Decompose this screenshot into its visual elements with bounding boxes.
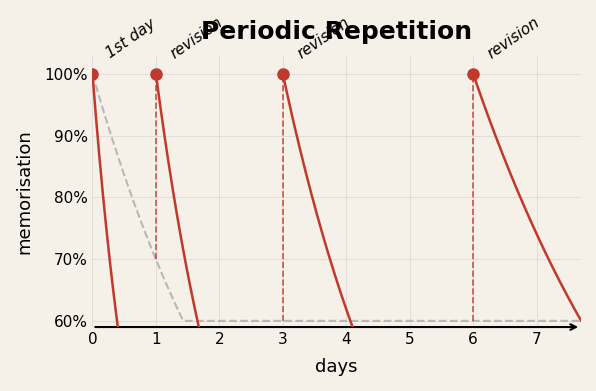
X-axis label: days: days (315, 358, 358, 376)
Y-axis label: memorisation: memorisation (15, 129, 33, 254)
Text: 1st day: 1st day (104, 17, 159, 61)
Text: revision: revision (294, 15, 352, 61)
Text: revision: revision (167, 15, 225, 61)
Title: Periodic Repetition: Periodic Repetition (201, 20, 472, 44)
Text: revision: revision (485, 15, 542, 61)
